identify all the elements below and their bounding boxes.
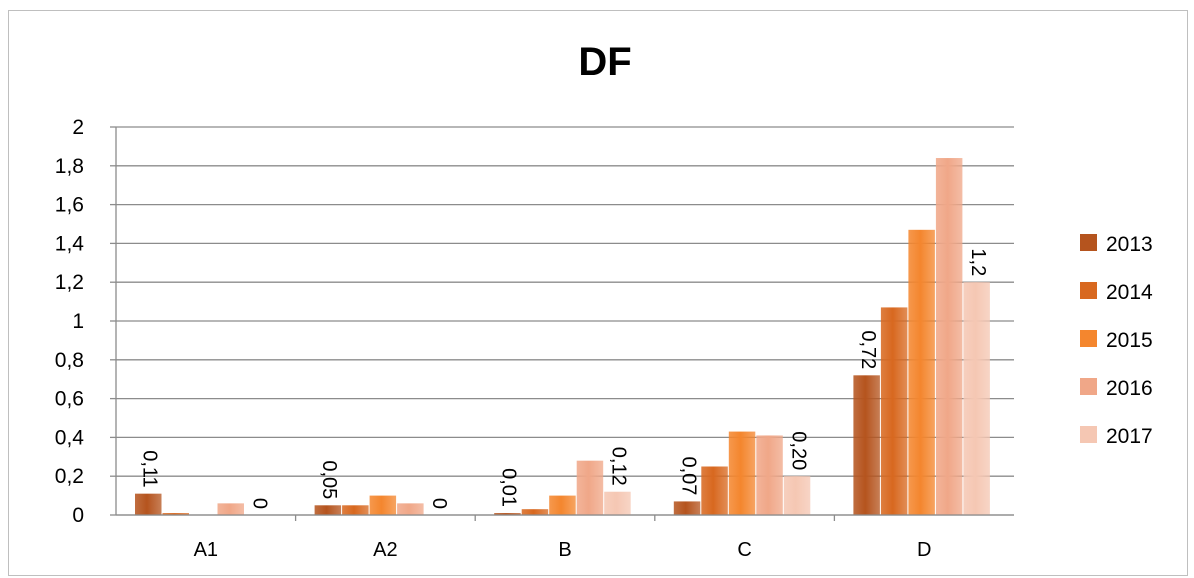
bar-A1-2013 xyxy=(135,493,162,515)
bar-A1-2016 xyxy=(217,503,244,515)
bar-C-2016 xyxy=(756,435,783,515)
bar-A2-2015 xyxy=(369,495,397,515)
legend-swatch-2016 xyxy=(1080,378,1097,395)
bar-D-2016 xyxy=(935,158,963,516)
data-label: 0,07 xyxy=(677,456,699,495)
legend-swatch-2013 xyxy=(1080,234,1097,251)
y-tick-label: 1 xyxy=(72,310,84,333)
bars xyxy=(135,158,990,516)
y-tick-label: 2 xyxy=(72,116,84,139)
legend-label: 2015 xyxy=(1106,329,1153,352)
data-label: 0 xyxy=(248,498,270,509)
bar-C-2017 xyxy=(783,476,811,515)
y-tick-label: 0,4 xyxy=(55,426,85,449)
bar-D-2015 xyxy=(908,229,935,515)
bar-D-2013 xyxy=(853,375,880,515)
axes xyxy=(115,127,1014,521)
x-tick-label: C xyxy=(737,539,751,561)
x-tick-label: B xyxy=(558,539,571,561)
y-tick-label: 1,6 xyxy=(55,194,84,217)
legend: 2013 2014 2015 2016 2017 xyxy=(1080,233,1153,448)
legend-swatch-2017 xyxy=(1080,426,1097,443)
data-labels: 0,11 0 0,05 0 0,01 0,12 0,07 0,20 0,72 1,2 xyxy=(138,248,988,509)
bar-B-2014 xyxy=(521,509,549,515)
y-tick-label: 0,2 xyxy=(55,465,84,488)
data-label: 1,2 xyxy=(967,248,989,276)
bar-D-2014 xyxy=(880,307,908,515)
bar-C-2015 xyxy=(728,431,756,515)
legend-label: 2013 xyxy=(1106,233,1153,256)
y-tick-label: 1,2 xyxy=(55,271,84,294)
data-label: 0,72 xyxy=(857,330,879,369)
data-label: 0,11 xyxy=(138,450,160,487)
data-label: 0,05 xyxy=(318,460,340,499)
legend-swatch-2014 xyxy=(1080,282,1097,299)
y-tick-label: 1,4 xyxy=(55,232,85,255)
bar-A2-2013 xyxy=(314,505,342,515)
bar-B-2015 xyxy=(549,495,576,515)
bar-B-2013 xyxy=(494,513,521,515)
bar-C-2014 xyxy=(701,466,728,515)
x-tick-label: D xyxy=(917,539,931,561)
y-tick-label: 0,6 xyxy=(55,388,84,411)
bar-A1-2014 xyxy=(162,513,189,515)
data-label: 0 xyxy=(428,498,450,509)
bar-A2-2014 xyxy=(342,505,369,515)
data-label: 0,01 xyxy=(498,468,520,507)
legend-label: 2016 xyxy=(1106,377,1153,400)
bar-B-2017 xyxy=(604,491,631,515)
data-label: 0,12 xyxy=(608,447,630,486)
y-axis-ticks: 0 0,2 0,4 0,6 0,8 1 1,2 1,4 1,6 1,8 2 xyxy=(55,116,85,527)
legend-label: 2014 xyxy=(1106,281,1153,304)
x-axis-ticks: A1 A2 B C D xyxy=(194,539,932,561)
x-tick-label: A1 xyxy=(194,539,218,561)
y-tick-label: 1,8 xyxy=(55,155,84,178)
chart-title: DF xyxy=(578,40,631,84)
bar-B-2016 xyxy=(576,460,604,515)
bar-C-2013 xyxy=(673,501,701,515)
legend-swatch-2015 xyxy=(1080,330,1097,347)
bar-A2-2016 xyxy=(397,503,424,515)
legend-label: 2017 xyxy=(1106,425,1153,448)
y-tick-label: 0 xyxy=(72,504,84,527)
bar-D-2017 xyxy=(963,282,990,515)
x-tick-label: A2 xyxy=(373,539,397,561)
data-label: 0,20 xyxy=(787,431,809,470)
y-tick-label: 0,8 xyxy=(55,349,84,372)
